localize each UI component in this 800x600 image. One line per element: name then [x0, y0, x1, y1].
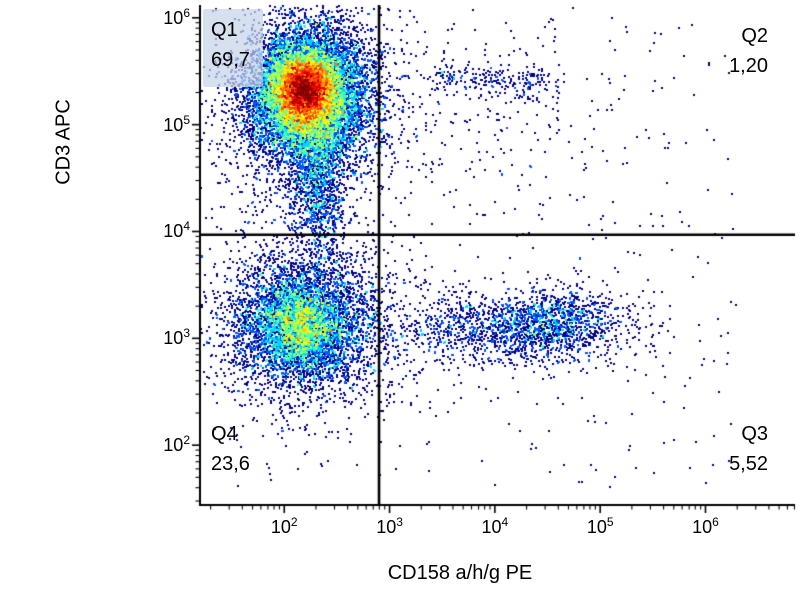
x-tick-label: 104	[481, 515, 509, 537]
x-tick-label: 106	[692, 515, 719, 537]
quadrant-q4-name: Q4	[211, 423, 238, 445]
quadrant-label-q3: Q3 5,52	[729, 419, 768, 479]
quadrant-q3-name: Q3	[741, 423, 768, 445]
quadrant-q1-name: Q1	[211, 19, 238, 41]
x-tick-label: 105	[586, 515, 614, 537]
y-axis-title: CD3 APC	[52, 99, 75, 185]
quadrant-q2-name: Q2	[741, 25, 768, 47]
y-tick-label: 103	[163, 326, 190, 349]
q1-label-highlight	[203, 9, 263, 87]
y-tick-label: 106	[163, 5, 190, 28]
x-axis-title: CD158 a/h/g PE	[387, 562, 533, 584]
quadrant-q1-value: 69,7	[211, 49, 250, 71]
y-tick-label: 102	[163, 433, 190, 456]
quadrant-label-q1: Q1 69,7	[211, 15, 250, 75]
y-tick-label: 105	[163, 112, 190, 135]
quadrant-q2-value: 1,20	[729, 55, 768, 77]
quadrant-label-q2: Q2 1,20	[729, 21, 768, 81]
quadrant-q3-value: 5,52	[729, 453, 768, 475]
quadrant-label-q4: Q4 23,6	[211, 419, 250, 479]
x-tick-label: 103	[376, 515, 403, 537]
y-tick-label: 104	[163, 219, 190, 242]
quadrant-q4-value: 23,6	[211, 453, 250, 475]
x-tick-label: 102	[270, 515, 298, 537]
